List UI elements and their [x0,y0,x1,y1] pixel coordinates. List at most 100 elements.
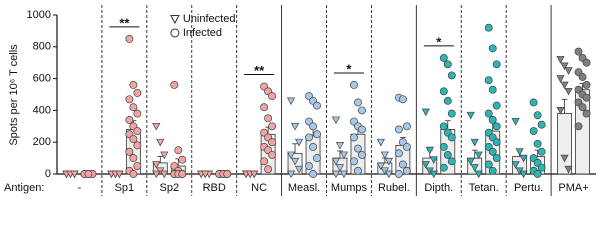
point [305,133,313,142]
point [447,109,456,118]
point [484,160,493,169]
point [268,92,277,101]
significance-label: * [436,34,442,49]
point [537,147,546,156]
point [447,157,456,166]
x-tick-label: Dipth. [424,182,453,194]
point [268,150,277,159]
point [425,146,434,155]
point [443,96,452,105]
y-tick-label: 1000 [27,9,51,21]
point [160,151,169,160]
y-tick-label: 800 [33,41,51,53]
significance-label: ** [119,15,130,30]
point [129,81,138,89]
point [578,103,587,112]
point [474,151,483,160]
point [556,75,565,83]
point [115,170,124,179]
point [133,109,142,118]
point [170,81,179,89]
point [398,160,407,169]
significance-label: ** [254,63,265,78]
point [492,154,501,163]
point [439,87,448,96]
point [447,133,456,142]
point [394,149,403,158]
point [511,161,520,169]
x-tick-label: Sp1 [115,182,135,194]
y-axis-label: Spots per 10⁶ T cells [8,44,20,146]
point [429,156,438,164]
point [529,98,538,107]
point [492,60,501,69]
point [484,109,493,118]
point [560,81,569,90]
point [402,166,411,175]
x-tick-label: Rubel. [378,182,410,194]
point [260,103,269,112]
point [290,122,300,131]
point [358,106,366,115]
point [125,147,134,156]
point [578,73,587,81]
point [313,101,321,110]
bar [557,113,572,175]
point [331,170,341,179]
point [533,139,542,148]
point [488,166,497,175]
point [429,170,438,179]
point [533,111,542,120]
point [384,170,393,179]
point [250,170,259,179]
x-tick-label: PMA+ [558,182,588,194]
point [484,23,493,32]
point [125,115,134,124]
point [402,143,411,151]
point [492,122,501,131]
point [484,76,493,85]
point [309,143,317,151]
point [264,114,273,123]
point [443,60,452,69]
point [574,47,583,56]
point [492,138,501,147]
point [470,138,479,147]
point [129,170,138,178]
point [223,170,232,178]
point [394,125,403,134]
point [394,170,403,178]
point [398,95,407,104]
point [439,122,448,131]
point [582,93,591,102]
point [84,170,93,178]
point [125,34,134,43]
point [268,138,277,147]
point [564,67,573,75]
point [129,135,138,143]
y-tick-label: 400 [33,104,51,116]
point [384,157,393,166]
point [335,142,345,150]
point [152,161,161,169]
point [152,122,161,131]
point [488,44,497,53]
point [286,170,296,179]
point [529,127,538,136]
point [380,151,389,160]
point [564,165,573,174]
point [313,154,321,163]
point [560,62,569,71]
point [560,154,569,163]
point [339,151,349,160]
point [174,146,183,155]
point [582,81,591,89]
point [350,157,358,166]
point [515,148,524,156]
point [537,120,546,129]
point [439,143,448,151]
point [350,81,358,89]
x-tick-label: Pertu. [514,182,543,194]
point [470,164,479,172]
point [564,87,573,96]
